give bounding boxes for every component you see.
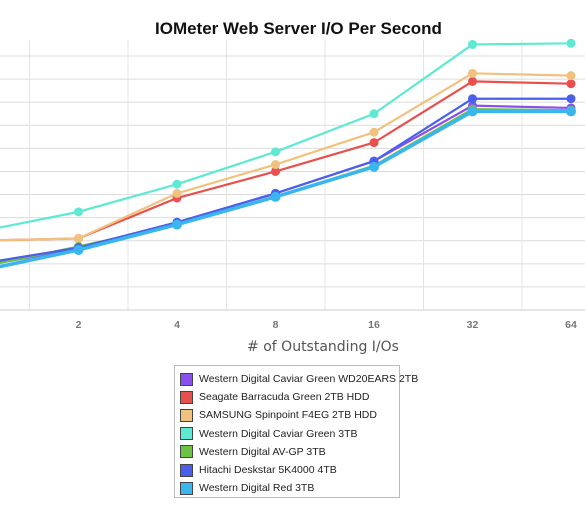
- legend-swatch: [180, 481, 193, 495]
- data-point: [369, 138, 379, 148]
- legend-item: Western Digital Red 3TB: [175, 479, 399, 497]
- data-point: [566, 71, 576, 81]
- legend-label: SAMSUNG Spinpoint F4EG 2TB HDD: [199, 409, 377, 422]
- data-point: [566, 106, 576, 117]
- legend-label: Western Digital AV-GP 3TB: [199, 445, 326, 458]
- data-point: [369, 161, 379, 172]
- legend-item: Western Digital AV-GP 3TB: [175, 443, 399, 461]
- data-point: [271, 160, 280, 170]
- data-point: [566, 94, 576, 104]
- legend-swatch: [180, 390, 193, 404]
- legend-item: Western Digital Caviar Green 3TB: [175, 425, 399, 443]
- legend-label: Western Digital Caviar Green WD20EARS 2T…: [199, 373, 419, 386]
- data-point: [467, 106, 478, 117]
- data-point: [271, 147, 280, 157]
- data-point: [369, 109, 379, 119]
- data-point: [369, 127, 379, 137]
- series-lines: [0, 42, 572, 269]
- series-line: [0, 108, 572, 265]
- data-point: [74, 233, 83, 243]
- data-point: [468, 76, 477, 86]
- x-tick-label: 4: [174, 319, 180, 331]
- legend-swatch: [180, 372, 193, 386]
- legend-item: Seagate Barracuda Green 2TB HDD: [175, 388, 399, 406]
- data-point: [73, 244, 84, 255]
- legend: Western Digital Caviar Green WD20EARS 2T…: [174, 365, 418, 498]
- data-point: [566, 38, 576, 48]
- x-axis-label: # of Outstanding I/Os: [247, 339, 399, 355]
- x-tick-labels: 2 4 8 16 32 64: [76, 319, 577, 331]
- x-tick-label: 8: [273, 319, 279, 331]
- x-tick-label: 16: [368, 319, 380, 331]
- legend-label: Western Digital Red 3TB: [199, 482, 315, 495]
- x-tick-label: 64: [565, 319, 577, 331]
- data-point: [566, 79, 576, 89]
- legend-label: Hitachi Deskstar 5K4000 4TB: [199, 464, 337, 477]
- legend-label: Seagate Barracuda Green 2TB HDD: [199, 391, 370, 404]
- series-points: [73, 38, 576, 255]
- data-point: [172, 188, 182, 198]
- legend-swatch: [180, 408, 193, 422]
- x-tick-label: 32: [467, 319, 479, 331]
- legend-item: Hitachi Deskstar 5K4000 4TB: [175, 461, 399, 479]
- legend-swatch: [180, 463, 193, 477]
- data-point: [468, 39, 477, 49]
- series-line: [0, 104, 572, 264]
- data-point: [271, 166, 280, 176]
- legend-item: Western Digital Caviar Green WD20EARS 2T…: [175, 370, 418, 388]
- series-line: [0, 42, 572, 229]
- data-point: [172, 179, 182, 189]
- legend-swatch: [180, 445, 193, 459]
- data-point: [270, 191, 281, 202]
- series-line: [0, 97, 571, 262]
- data-point: [74, 207, 83, 217]
- legend-swatch: [180, 427, 193, 441]
- x-tick-label: 2: [76, 319, 82, 331]
- grid: [0, 40, 585, 311]
- data-point: [468, 94, 477, 104]
- legend-label: Western Digital Caviar Green 3TB: [199, 427, 358, 440]
- legend-item: SAMSUNG Spinpoint F4EG 2TB HDD: [175, 406, 399, 424]
- data-point: [468, 68, 477, 78]
- chart-title: IOMeter Web Server I/O Per Second: [155, 19, 442, 38]
- data-point: [172, 219, 182, 230]
- line-chart: 2 4 8 16 32 64 # of Outstanding I/Os: [0, 38, 585, 355]
